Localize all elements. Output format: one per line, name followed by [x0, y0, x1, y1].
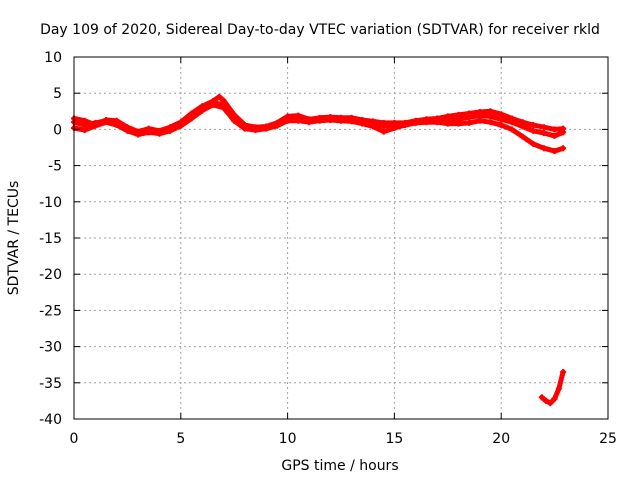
data-point — [466, 114, 473, 121]
data-point — [124, 125, 131, 132]
data-point — [487, 119, 494, 126]
data-point — [216, 93, 223, 100]
data-point — [199, 105, 206, 112]
data-point — [476, 112, 483, 119]
data-point — [209, 100, 216, 107]
data-point — [455, 116, 462, 123]
x-tick-label: 10 — [279, 431, 297, 447]
data-point — [188, 113, 195, 120]
data-point — [327, 115, 334, 122]
data-point — [519, 133, 526, 140]
y-tick-label: -25 — [39, 303, 62, 319]
data-point — [560, 145, 567, 152]
data-point — [295, 115, 302, 122]
data-point — [103, 117, 110, 124]
data-point — [252, 125, 259, 132]
data-point — [391, 122, 398, 129]
data-point — [487, 113, 494, 120]
x-tick-label: 5 — [176, 431, 185, 447]
data-point — [423, 117, 430, 124]
y-tick-label: 5 — [53, 86, 62, 102]
data-point — [540, 145, 547, 152]
y-tick-label: -30 — [39, 340, 62, 356]
y-tick-label: -5 — [48, 159, 62, 175]
data-point — [498, 122, 505, 129]
data-point — [263, 124, 270, 131]
y-tick-label: 0 — [53, 122, 62, 138]
axis-ticks: 0 5 10 15 20 25 10 5 0 -5 -10 -15 -20 -25 -30 -35 -40 — [39, 50, 617, 447]
data-point — [560, 129, 567, 136]
x-tick-label: 20 — [492, 431, 510, 447]
data-point — [177, 121, 184, 128]
data-point — [551, 132, 558, 139]
y-tick-label: 10 — [44, 50, 62, 66]
data-point — [241, 124, 248, 131]
data-point — [551, 126, 558, 133]
data-point — [498, 111, 505, 118]
data-point — [156, 129, 163, 136]
data-point — [498, 116, 505, 123]
data-point — [538, 394, 545, 401]
x-axis-label: GPS time / hours — [281, 458, 398, 474]
data-point — [338, 116, 344, 123]
data-point — [476, 117, 483, 124]
data-point — [92, 119, 99, 126]
data-point — [530, 127, 537, 134]
data-point — [555, 385, 562, 392]
x-tick-label: 15 — [385, 431, 403, 447]
series-track-middle — [71, 100, 567, 139]
x-tick-label: 25 — [599, 431, 617, 447]
data-point — [113, 119, 120, 126]
data-point — [284, 115, 291, 122]
data-point — [434, 117, 441, 124]
data-point — [359, 119, 366, 126]
y-tick-label: -10 — [39, 195, 62, 211]
data-point — [543, 397, 550, 404]
data-point — [508, 126, 515, 133]
data-point — [81, 127, 88, 134]
chart-title: Day 109 of 2020, Sidereal Day-to-day VTE… — [40, 22, 600, 38]
data-point — [380, 128, 387, 135]
data-series — [71, 93, 567, 407]
data-point — [530, 140, 537, 147]
data-point — [273, 121, 280, 128]
data-point — [316, 116, 323, 123]
series-track-outlier — [538, 368, 567, 407]
grid-lines — [74, 57, 608, 419]
data-point — [547, 400, 554, 407]
data-point — [167, 126, 174, 133]
x-tick-label: 0 — [70, 431, 79, 447]
data-point — [466, 119, 473, 126]
y-axis-label: SDTVAR / TECUs — [6, 181, 22, 296]
data-point — [370, 120, 377, 127]
data-point — [487, 108, 494, 115]
data-point — [412, 119, 419, 126]
data-point — [551, 395, 558, 402]
data-point — [519, 123, 526, 130]
data-point — [508, 119, 515, 126]
data-point — [530, 122, 537, 129]
data-point — [305, 117, 312, 124]
data-point — [540, 124, 547, 131]
y-tick-label: -15 — [39, 231, 62, 247]
data-point — [551, 148, 558, 155]
data-point — [145, 127, 152, 134]
data-point — [220, 101, 227, 108]
data-point — [540, 130, 547, 137]
data-point — [348, 116, 355, 123]
data-point — [560, 368, 567, 375]
y-tick-label: -20 — [39, 267, 62, 283]
data-point — [402, 121, 409, 128]
y-tick-label: -35 — [39, 376, 62, 392]
data-point — [380, 122, 387, 129]
data-point — [135, 129, 142, 136]
y-tick-label: -40 — [39, 412, 62, 428]
data-point — [81, 122, 88, 129]
data-point — [444, 116, 451, 123]
data-point — [231, 114, 238, 121]
